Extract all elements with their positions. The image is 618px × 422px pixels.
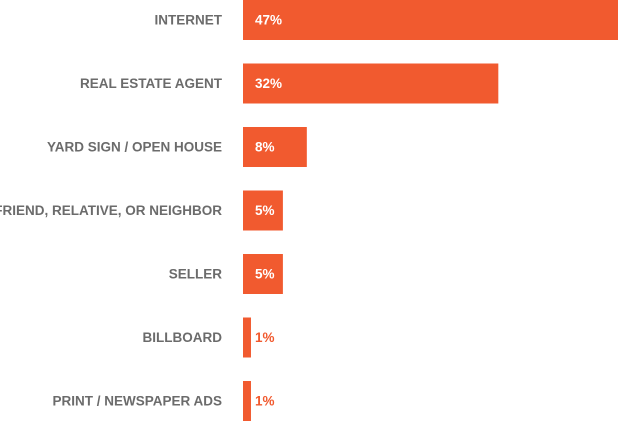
value-label-seller: 5% [255, 267, 275, 282]
category-label-billboard: BILLBOARD [143, 330, 223, 345]
bar-print-newspaper-ads [243, 381, 251, 421]
category-label-seller: SELLER [169, 267, 223, 282]
value-label-real-estate-agent: 32% [255, 76, 282, 91]
bars-group [243, 0, 618, 421]
category-label-real-estate-agent: REAL ESTATE AGENT [80, 76, 223, 91]
value-label-friend-relative-or-neighbor: 5% [255, 203, 275, 218]
category-label-internet: INTERNET [155, 13, 223, 28]
category-label-friend-relative-or-neighbor: FRIEND, RELATIVE, OR NEIGHBOR [0, 203, 222, 218]
category-label-yard-sign-open-house: YARD SIGN / OPEN HOUSE [47, 140, 222, 155]
value-label-billboard: 1% [255, 330, 275, 345]
value-label-print-newspaper-ads: 1% [255, 394, 275, 409]
bar-billboard [243, 317, 251, 358]
bar-seller [243, 254, 283, 294]
bar-real-estate-agent [243, 63, 499, 104]
category-labels-group: INTERNET REAL ESTATE AGENT YARD SIGN / OPE… [0, 13, 223, 409]
value-label-internet: 47% [255, 13, 282, 28]
category-label-print-newspaper-ads: PRINT / NEWSPAPER ADS [52, 394, 222, 409]
value-labels-group: 47% 32% 8% 5% 5% 1% 1% [255, 13, 282, 409]
bar-internet [243, 0, 618, 40]
bar-friend-relative-or-neighbor [243, 190, 283, 231]
value-label-yard-sign-open-house: 8% [255, 140, 275, 155]
bar-yard-sign-open-house [243, 127, 307, 167]
